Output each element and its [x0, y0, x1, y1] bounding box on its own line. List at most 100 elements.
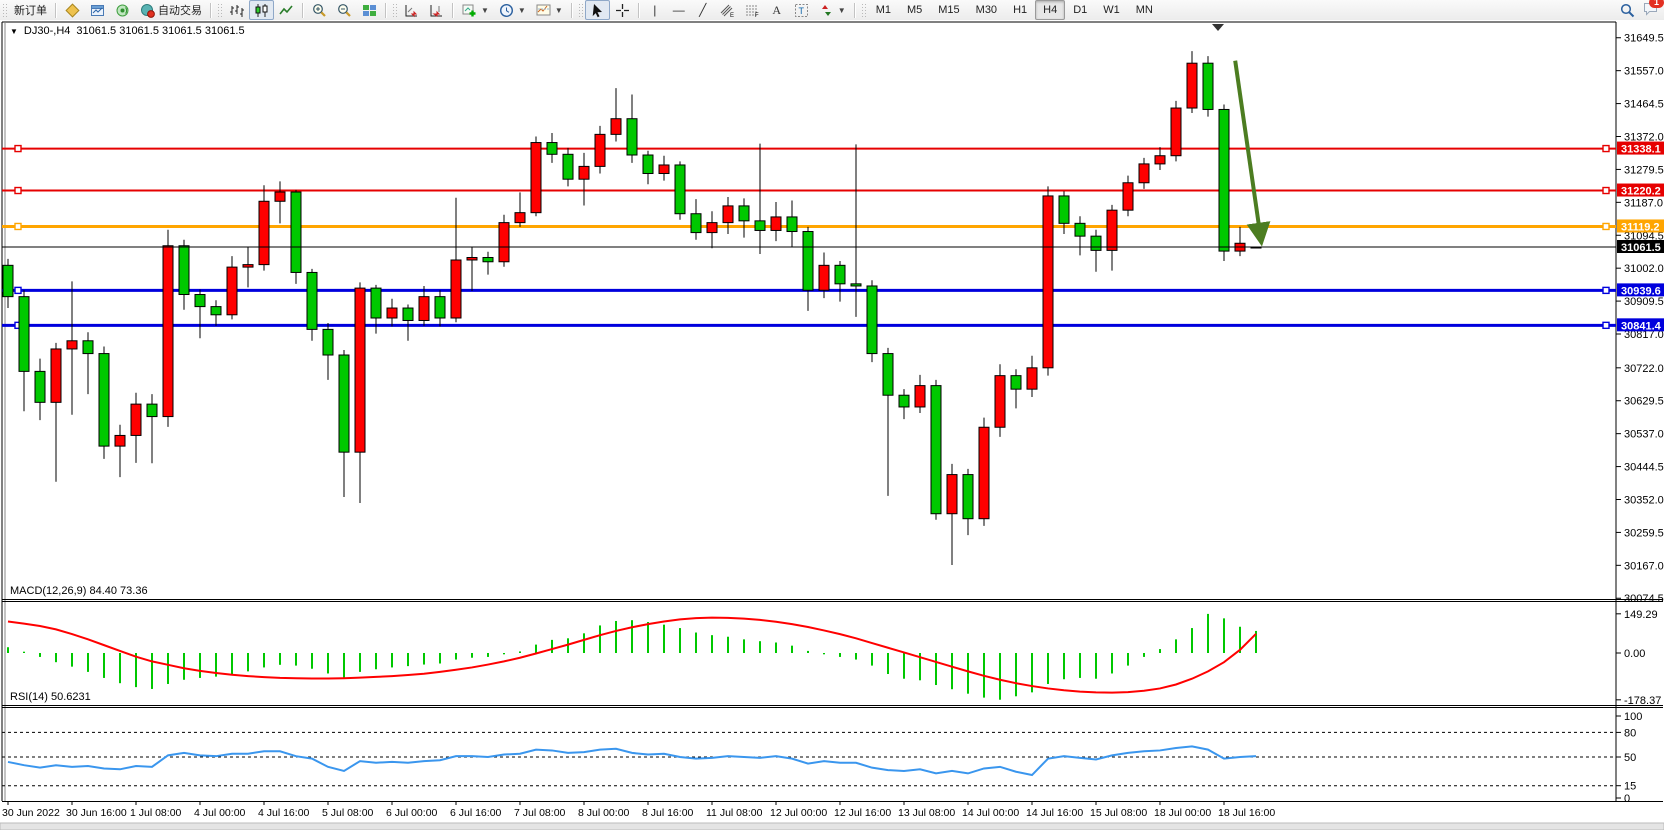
zoom-out-button[interactable] [332, 0, 357, 20]
fibonacci-tool[interactable]: F [740, 0, 765, 20]
period-clock-button[interactable]: ▼ [494, 0, 531, 20]
price-line-label-bg [1617, 219, 1664, 233]
line-handle[interactable] [14, 286, 22, 295]
timeframe-button-D1[interactable]: D1 [1073, 4, 1088, 16]
vertical-line-tool[interactable]: | [643, 0, 667, 20]
candle [1042, 195, 1054, 369]
time-tick-label: 14 Jul 16:00 [1026, 807, 1083, 819]
candle [530, 142, 542, 214]
time-tick-label: 8 Jul 16:00 [642, 807, 694, 819]
channel-icon: E [720, 4, 734, 18]
trendline-tool[interactable]: ╱ [691, 0, 715, 20]
price-line-label: 30841.4 [1621, 320, 1662, 332]
signals-button[interactable] [110, 0, 135, 20]
candle [114, 434, 126, 447]
tile-windows-icon [363, 4, 376, 16]
auto-trading-button[interactable]: 自动交易 [135, 0, 207, 20]
candle [754, 220, 766, 231]
new-order-button[interactable]: 新订单 [9, 0, 52, 20]
candle [194, 294, 206, 308]
bar-chart-button[interactable] [224, 0, 249, 20]
add-indicator-button[interactable]: ▼ [457, 0, 494, 20]
arrow-shapes-icon [821, 4, 831, 16]
text-tool[interactable]: A [765, 0, 789, 20]
charts-stack-button[interactable] [60, 0, 85, 20]
timeframe-button-W1[interactable]: W1 [1103, 4, 1120, 16]
macd-tick-label: 149.29 [1624, 609, 1658, 621]
line-handle[interactable] [1602, 321, 1610, 330]
zoom-in-button[interactable] [307, 0, 332, 20]
chart-shift-button[interactable] [424, 0, 449, 20]
time-tick-label: 6 Jul 16:00 [450, 807, 502, 819]
candle [1138, 163, 1150, 184]
dropdown-caret: ▼ [837, 5, 846, 15]
rsi-tick-label: 0 [1624, 793, 1630, 805]
candle [962, 474, 974, 520]
candle [1154, 155, 1166, 165]
chart-window[interactable]: 31649.5 31557.0 31464.5 31372.0 31279.5 31187… [0, 20, 1664, 830]
price-tick-label: 31649.5 [1624, 33, 1664, 45]
candle [546, 142, 558, 155]
line-handle[interactable] [1602, 286, 1610, 295]
line-handle[interactable] [14, 186, 22, 195]
candle [66, 340, 78, 350]
line-chart-icon [279, 4, 293, 14]
timeframe-button-H1[interactable]: H1 [1013, 4, 1028, 16]
template-button[interactable]: ▼ [531, 0, 568, 20]
horizontal-scrollbar[interactable] [0, 822, 1664, 830]
candle [130, 403, 142, 436]
price-tick-label: 30074.5 [1624, 593, 1664, 605]
price-tick-label: 30722.0 [1624, 363, 1664, 375]
line-handle[interactable] [14, 222, 22, 231]
timeframe-button-M1[interactable]: M1 [875, 4, 891, 16]
scroll-to-end-button[interactable] [399, 0, 424, 20]
macd-signal-line [7, 616, 1257, 694]
chart-canvas[interactable]: 31649.5 31557.0 31464.5 31372.0 31279.5 31187… [0, 20, 1664, 830]
notifications-button[interactable]: 1 [1643, 0, 1664, 19]
bar-chart-icon [230, 4, 244, 17]
candle [642, 154, 654, 175]
line-handle[interactable] [14, 144, 22, 153]
time-tick-label: 30 Jun 16:00 [66, 807, 127, 819]
cursor-tool-button[interactable] [584, 0, 610, 20]
timeframe-button-H4[interactable]: H4 [1035, 0, 1066, 20]
dropdown-caret: ▼ [554, 5, 563, 15]
price-tick-label: 30167.0 [1624, 560, 1664, 572]
price-line-label-bg [1617, 318, 1664, 332]
candle [946, 474, 958, 515]
candle [162, 245, 174, 418]
candlestick-chart-button[interactable] [249, 0, 274, 20]
candle [370, 287, 382, 319]
line-handle[interactable] [1602, 222, 1610, 231]
price-tick-label: 31372.0 [1624, 132, 1664, 144]
candle [34, 370, 46, 403]
line-handle[interactable] [1602, 144, 1610, 153]
search-icon[interactable] [1620, 3, 1635, 18]
macd-indicator-label: MACD(12,26,9) 84.40 73.36 [10, 585, 148, 597]
timeframe-button-M30[interactable]: M30 [975, 4, 998, 16]
trend-arrow[interactable] [1233, 60, 1271, 247]
channel-tool[interactable]: E [715, 0, 740, 20]
tile-windows-button[interactable] [357, 0, 382, 20]
current-price-label-bg [1617, 240, 1664, 253]
candle [290, 191, 302, 273]
timeframe-button-M5[interactable]: M5 [906, 4, 923, 16]
chart-expander-icon[interactable]: ▼ [10, 26, 18, 36]
timeframe-button-MN[interactable]: MN [1135, 4, 1153, 16]
svg-text:E: E [730, 13, 734, 18]
toolbar-grip [2, 3, 7, 17]
timeframe-switcher: M1 M5 M15 M30 H1 H4 D1 W1 MN [868, 0, 1161, 20]
new-chart-button[interactable] [85, 0, 110, 20]
crosshair-tool-button[interactable] [610, 0, 635, 20]
arrow-shapes-tool[interactable]: ▼ [814, 0, 851, 20]
line-handle[interactable] [1602, 186, 1610, 195]
chart-shift-marker[interactable] [1212, 24, 1224, 31]
chart-window-icon [91, 4, 104, 16]
candle [1186, 62, 1198, 109]
label-tool[interactable]: T [789, 0, 814, 20]
line-chart-button[interactable] [274, 0, 299, 20]
candle [226, 266, 238, 316]
timeframe-button-M15[interactable]: M15 [938, 4, 960, 16]
horizontal-line-tool[interactable]: — [667, 0, 691, 20]
chart-shift-icon [430, 4, 442, 17]
